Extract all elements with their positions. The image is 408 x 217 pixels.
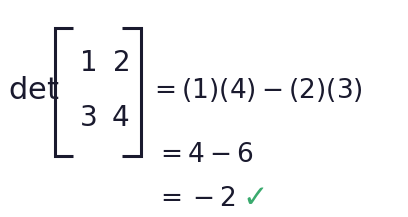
Text: $3$: $3$ bbox=[79, 104, 96, 132]
Text: $\mathrm{det}$: $\mathrm{det}$ bbox=[8, 76, 60, 105]
Text: ✓: ✓ bbox=[243, 184, 268, 213]
Text: $1$: $1$ bbox=[79, 49, 96, 77]
Text: $2$: $2$ bbox=[112, 49, 129, 77]
Text: $= 4-6$: $= 4-6$ bbox=[155, 142, 254, 168]
Text: $= (1)(4)-(2)(3)$: $= (1)(4)-(2)(3)$ bbox=[149, 76, 363, 104]
Text: $= -2$: $= -2$ bbox=[155, 186, 236, 212]
Text: $4$: $4$ bbox=[111, 104, 129, 132]
